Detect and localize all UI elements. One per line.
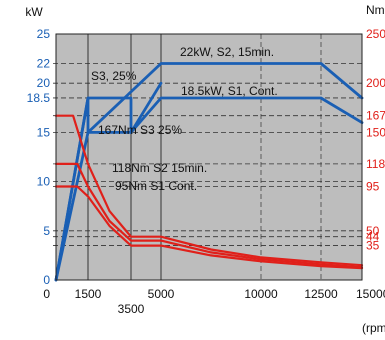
right-tick-label-1: 200: [366, 76, 385, 90]
series-line-5: [54, 185, 364, 270]
right-tick-label-7: 44: [366, 230, 380, 244]
right-tick-label-8: 35: [366, 239, 380, 253]
left-tick-label-2: 10: [37, 175, 51, 189]
left-tick-label-1: 5: [43, 224, 50, 238]
right-tick-label-2: 167: [366, 109, 385, 123]
series-line-3: [54, 114, 364, 267]
x-tick-label-1: 1500: [75, 287, 102, 301]
x-tick-label-0: 0: [43, 287, 50, 301]
x-tick-label-4: 10000: [244, 287, 278, 301]
series-line-2: [54, 96, 364, 282]
plot-background: [56, 34, 362, 280]
x-tick-label-5: 12500: [304, 287, 338, 301]
annotation-118nm-s2: 118Nm S2 15min.: [112, 161, 207, 175]
left-tick-label-3: 15: [37, 125, 51, 139]
left-tick-label-5: 20: [37, 76, 51, 90]
annotation-95nm-s1: 95Nm S1 Cont.: [115, 179, 197, 193]
series-line-4: [54, 162, 364, 269]
left-tick-label-6: 22: [37, 57, 51, 71]
annotation-18-5kw-s1: 18.5kW, S1, Cont.: [181, 84, 278, 98]
right-axis-label: Nm: [366, 3, 385, 17]
right-tick-label-4: 118: [366, 157, 385, 171]
right-tick-label-6: 50: [366, 224, 380, 238]
plot-border: [55, 33, 363, 281]
x-tick-label-3: 5000: [148, 287, 175, 301]
annotation-s3-25: S3, 25%: [91, 69, 137, 83]
left-tick-label-4: 18.5: [27, 91, 51, 105]
grid: [87, 34, 322, 280]
annotation-167nm-s3: 167Nm S3 25%: [98, 123, 182, 137]
series-lines: [54, 62, 364, 282]
right-tick-label-3: 150: [366, 125, 385, 139]
x-tick-label-6: 15000: [356, 287, 385, 301]
series-line-1: [54, 62, 364, 282]
left-axis-label: kW: [25, 5, 43, 19]
annotation-22kw-s2: 22kW, S2, 15min.: [180, 45, 274, 59]
x-axis-unit-label: (rpm): [362, 321, 385, 335]
left-tick-label-0: 0: [43, 273, 50, 287]
left-tick-label-7: 25: [37, 27, 51, 41]
right-tick-label-0: 250: [366, 27, 385, 41]
x-tick-label-2: 3500: [118, 302, 145, 316]
right-tick-label-5: 95: [366, 180, 380, 194]
